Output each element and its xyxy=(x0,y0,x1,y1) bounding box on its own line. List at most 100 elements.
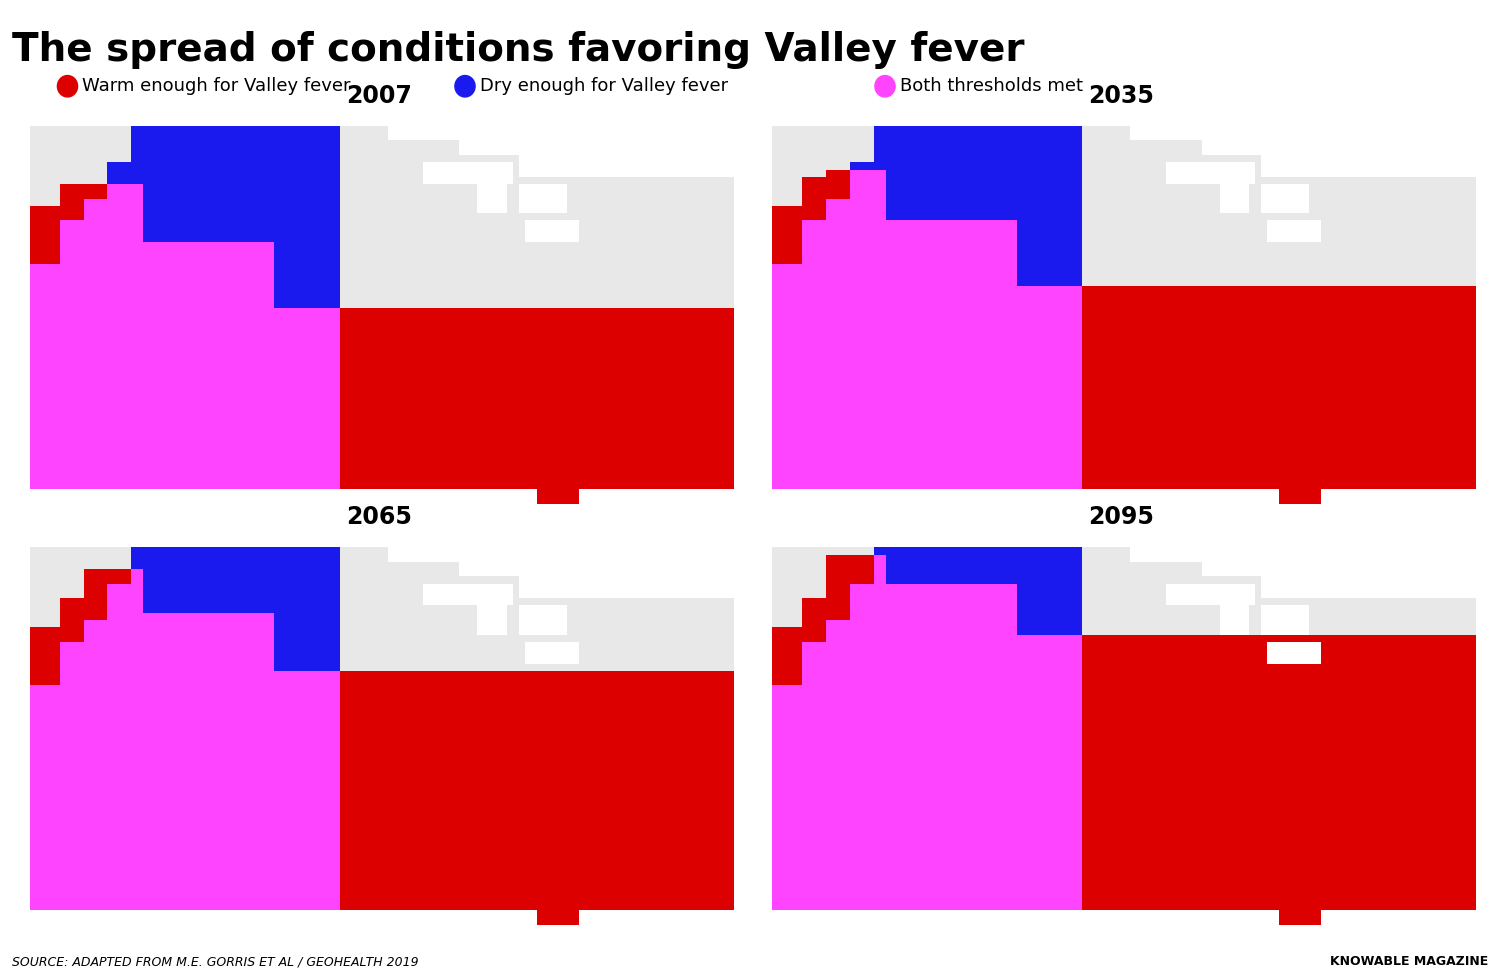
Bar xyxy=(160,867,166,874)
Bar xyxy=(1268,359,1274,366)
Bar xyxy=(1352,663,1358,671)
Bar xyxy=(1458,794,1464,802)
Bar xyxy=(833,372,839,380)
Bar xyxy=(969,569,975,576)
Bar xyxy=(1328,859,1334,867)
Bar xyxy=(821,627,827,634)
Bar xyxy=(1244,482,1250,489)
Bar xyxy=(525,387,531,395)
Bar xyxy=(537,460,543,467)
Bar xyxy=(196,213,202,220)
Bar xyxy=(489,387,495,395)
Bar xyxy=(114,838,120,845)
Bar xyxy=(927,562,933,569)
Bar xyxy=(1142,336,1148,344)
Bar xyxy=(1023,351,1029,359)
Bar xyxy=(1101,467,1107,474)
Bar xyxy=(1298,889,1304,896)
Bar xyxy=(844,220,850,227)
Bar xyxy=(238,257,244,264)
Bar xyxy=(196,714,202,721)
Bar xyxy=(1440,315,1446,322)
Bar xyxy=(891,612,897,620)
Bar xyxy=(1346,620,1352,627)
Bar xyxy=(644,678,650,685)
Bar xyxy=(573,910,579,917)
Bar xyxy=(537,257,543,264)
Bar xyxy=(1101,257,1107,264)
Bar xyxy=(1328,765,1334,772)
Bar xyxy=(1083,423,1089,431)
Bar xyxy=(417,569,423,576)
Bar xyxy=(850,606,856,612)
Bar xyxy=(1286,758,1292,765)
Bar xyxy=(531,685,537,693)
Bar xyxy=(1232,649,1238,657)
Bar xyxy=(1434,751,1440,758)
Bar xyxy=(1154,685,1160,693)
Bar xyxy=(874,758,879,765)
Bar xyxy=(1368,787,1374,794)
Bar xyxy=(1286,467,1292,474)
Bar xyxy=(921,853,927,859)
Bar xyxy=(214,163,220,170)
Bar xyxy=(214,199,220,206)
Bar xyxy=(280,474,286,482)
Bar xyxy=(376,359,381,366)
Bar xyxy=(945,808,951,816)
Bar xyxy=(716,250,722,257)
Bar xyxy=(1268,438,1274,446)
Bar xyxy=(54,758,60,765)
Bar xyxy=(945,823,951,831)
Bar xyxy=(1304,250,1310,257)
Bar xyxy=(1446,772,1452,780)
Bar xyxy=(1262,838,1268,845)
Bar xyxy=(802,380,808,387)
Bar xyxy=(821,867,827,874)
Bar xyxy=(244,714,250,721)
Bar xyxy=(322,206,328,213)
Bar xyxy=(280,787,286,794)
Bar xyxy=(36,453,42,460)
Bar xyxy=(316,395,322,402)
Bar xyxy=(856,744,862,751)
Bar xyxy=(1005,729,1011,736)
Bar xyxy=(507,802,513,808)
Bar xyxy=(262,126,268,133)
Bar xyxy=(802,838,808,845)
Bar xyxy=(142,474,148,482)
Bar xyxy=(501,460,507,467)
Bar xyxy=(244,562,250,569)
Bar xyxy=(1172,859,1178,867)
Bar xyxy=(136,199,142,206)
Bar xyxy=(1470,366,1476,372)
Bar xyxy=(513,772,519,780)
Bar xyxy=(537,765,543,772)
Bar xyxy=(921,714,927,721)
Bar xyxy=(1298,366,1304,372)
Bar xyxy=(1374,744,1380,751)
Bar xyxy=(1196,838,1202,845)
Bar xyxy=(441,708,447,714)
Bar xyxy=(1398,736,1404,744)
Bar xyxy=(662,765,668,772)
Bar xyxy=(591,308,597,315)
Bar xyxy=(126,649,132,657)
Bar xyxy=(108,555,114,562)
Bar xyxy=(1136,395,1142,402)
Bar xyxy=(132,721,136,729)
Bar xyxy=(1292,474,1298,482)
Bar xyxy=(668,322,674,329)
Bar xyxy=(1023,598,1029,606)
Bar xyxy=(417,714,423,721)
Bar xyxy=(1380,816,1386,823)
Bar xyxy=(370,627,376,634)
Bar xyxy=(411,708,417,714)
Bar xyxy=(72,170,78,176)
Bar xyxy=(850,700,856,708)
Bar xyxy=(1434,693,1440,700)
Bar xyxy=(909,896,915,904)
Bar xyxy=(710,678,716,685)
Bar xyxy=(680,416,686,423)
Bar xyxy=(603,606,609,612)
